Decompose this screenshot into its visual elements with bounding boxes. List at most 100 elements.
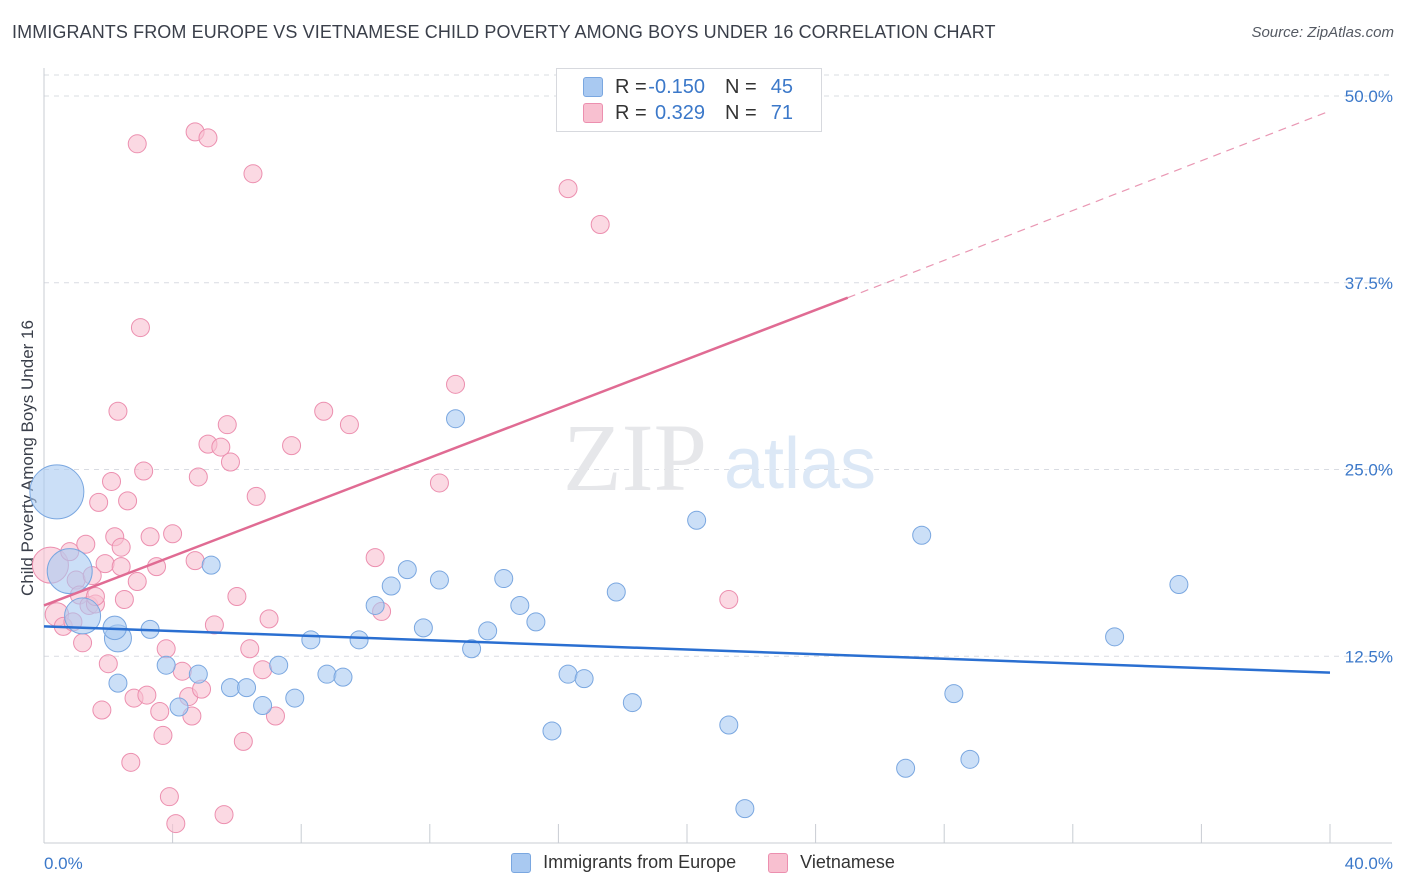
legend-label-europe: Immigrants from Europe [543,852,737,872]
n-value: 71 [770,101,793,124]
legend-row-vietnamese: R = 0.329 N = 71 [583,101,793,125]
europe-point [381,576,401,596]
vietnamese-point [365,548,385,568]
europe-point [896,758,916,778]
europe-point [606,582,626,602]
europe-point [201,555,221,575]
europe-point [108,673,128,693]
vietnamese-point [204,615,224,635]
europe-point [220,678,240,698]
europe-point [169,697,189,717]
legend-item-vietnamese: Vietnamese [768,852,895,873]
europe-point [333,667,353,687]
vietnamese-point [137,685,157,705]
vietnamese-point [198,128,218,148]
vietnamese-point [253,660,273,680]
n-value: 45 [770,75,793,98]
vietnamese-trend-extension [847,110,1331,299]
legend-row-europe: R = -0.150 N = 45 [583,75,793,99]
europe-point [188,664,208,684]
vietnamese-swatch [768,852,789,873]
vietnamese-point [243,164,263,184]
europe-point [687,510,707,530]
vietnamese-point [558,179,578,199]
x-tick-label: 40.0% [1345,854,1393,873]
europe-point [912,525,932,545]
y-tick-label: 25.0% [1345,461,1393,480]
watermark-zip: ZIP [563,404,707,511]
vietnamese-point [153,725,173,745]
vietnamese-point [214,805,234,825]
vietnamese-point [166,814,186,834]
europe-point [510,595,530,615]
y-tick-label: 50.0% [1345,87,1393,106]
r-label: R = [615,75,647,98]
europe-trend-line [43,625,1331,674]
europe-point [269,655,289,675]
vietnamese-point [429,473,449,493]
europe-point [64,597,102,635]
vietnamese-point [140,527,160,547]
vietnamese-point [446,374,466,394]
vietnamese-point [233,731,253,751]
europe-point [1169,575,1189,595]
vietnamese-point [127,134,147,154]
europe-point [526,612,546,632]
vietnamese-point [314,401,334,421]
vietnamese-point [220,452,240,472]
watermark-atlas: atlas [724,424,876,504]
europe-point [622,693,642,713]
y-tick-label: 12.5% [1345,647,1393,666]
vietnamese-point [163,524,183,544]
vietnamese-point [121,752,141,772]
vietnamese-point [102,471,122,491]
vietnamese-point [114,589,134,609]
europe-point [944,684,964,704]
europe-point [478,621,498,641]
watermark: ZIP atlas [563,404,876,511]
europe-points [29,409,1189,819]
trend-lines [43,110,1331,674]
vietnamese-point [172,661,192,681]
europe-point [413,618,433,638]
r-label: R = [615,101,647,124]
vietnamese-point [130,318,150,338]
europe-swatch [511,852,532,873]
vietnamese-point [590,214,610,234]
europe-point [429,570,449,590]
europe-point [462,639,482,659]
vietnamese-point [118,491,138,511]
europe-point [1105,627,1125,647]
vietnamese-point [89,492,109,512]
vietnamese-point [282,436,302,456]
n-label: N = [725,75,757,98]
vietnamese-point [92,700,112,720]
vietnamese-point [339,415,359,435]
vietnamese-point [265,706,285,726]
vietnamese-point [227,586,247,606]
vietnamese-point [185,551,205,571]
europe-point [558,664,578,684]
vietnamese-point [76,534,96,554]
europe-point [960,749,980,769]
vietnamese-point [98,654,118,674]
vietnamese-point [217,415,237,435]
tick-labels: 12.5% 25.0% 37.5% 50.0% 0.0% 40.0% [44,87,1393,873]
europe-point [156,655,176,675]
grid-lines [44,74,1392,657]
vietnamese-point [188,467,208,487]
vietnamese-point [159,787,179,807]
vietnamese-point [95,554,115,574]
europe-point [494,569,514,589]
vietnamese-point [150,702,170,722]
axes [43,68,1392,844]
vietnamese-point [111,537,131,557]
chart-title: IMMIGRANTS FROM EUROPE VS VIETNAMESE CHI… [12,22,996,42]
europe-point [719,715,739,735]
europe-point [735,799,755,819]
europe-point [285,688,305,708]
legend-label-vietnamese: Vietnamese [800,852,895,872]
vietnamese-point [134,461,154,481]
europe-point [237,678,257,698]
